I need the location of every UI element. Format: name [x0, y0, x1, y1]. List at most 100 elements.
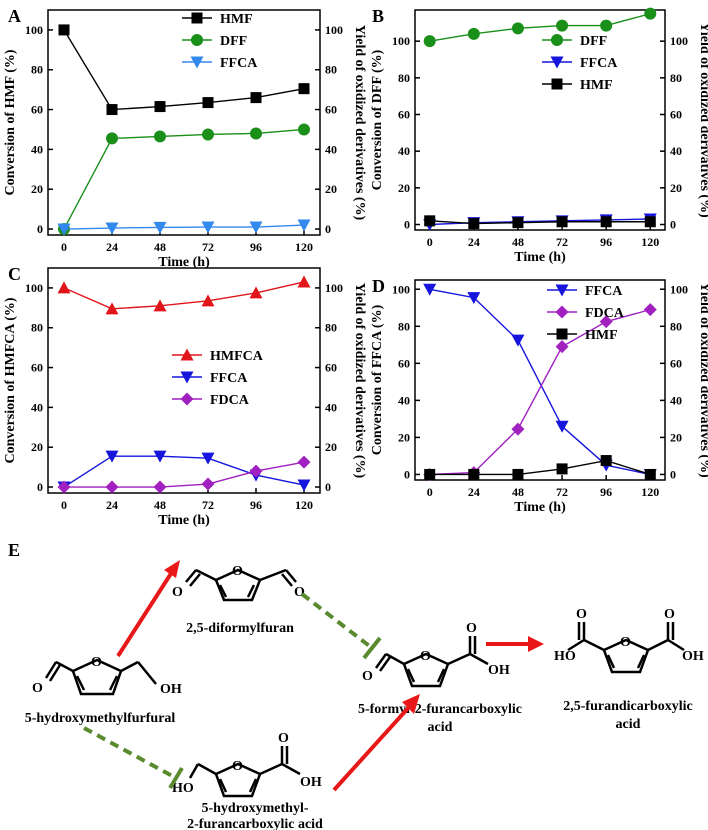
- data-point-d-hmf: [556, 463, 568, 475]
- panel-letter-d: D: [372, 276, 385, 296]
- legend-marker-dff: [191, 34, 203, 46]
- series-line-a-hmf: [63, 29, 305, 111]
- data-point-a-hmf: [202, 97, 214, 109]
- series-line-d-hmf: [429, 459, 651, 476]
- data-point-c-hmfca: [201, 294, 215, 307]
- fdca-ring-oxygen: O: [620, 635, 631, 650]
- data-point-d-ffca: [511, 334, 525, 347]
- y-right-axis-title-c: Yield of oxidized derivatives (%): [352, 283, 367, 479]
- y-tick-label: 100: [392, 282, 410, 296]
- y-right-tick-label: 80: [670, 71, 682, 85]
- legend-marker-hmfca: [180, 348, 194, 361]
- y-axis-title-b: Conversion of DFF (%): [370, 49, 385, 190]
- series-line-d-ffca: [429, 288, 651, 476]
- legend-marker-hmf: [191, 12, 203, 24]
- data-point-c-fdca: [57, 480, 71, 494]
- y-right-tick-label: 80: [670, 319, 682, 333]
- data-point-a-ffca: [153, 221, 167, 234]
- x-tick-label: 120: [641, 485, 659, 499]
- x-tick-label: 48: [154, 498, 166, 512]
- ffca-hydroxyl: OH: [488, 663, 510, 678]
- hmf-aldehyde-oxygen: O: [32, 681, 43, 696]
- x-tick-label: 48: [512, 485, 524, 499]
- legend-label-hmf: HMF: [220, 12, 253, 27]
- data-point-d-ffca: [467, 292, 481, 305]
- arrow-hmfca-to-ffca: [332, 694, 420, 792]
- y-right-tick-label: 40: [325, 400, 337, 414]
- y-right-tick-label: 20: [325, 182, 337, 196]
- fdca-name-line1: 2,5-furandicarboxylic: [563, 699, 693, 714]
- x-tick-label: 0: [61, 498, 67, 512]
- legend-label-fdca: FDCA: [585, 306, 625, 321]
- legend-marker-ffca: [550, 56, 564, 69]
- inhibited-hmf-to-hmfca: [83, 726, 184, 790]
- plot-frame-c: [47, 267, 321, 494]
- plot-frame-a: [47, 9, 321, 236]
- y-tick-label: 0: [404, 467, 410, 481]
- x-tick-label: 72: [556, 485, 568, 499]
- y-right-tick-label: 100: [325, 23, 343, 37]
- fdca-hydroxyl-left: HO: [554, 649, 576, 664]
- y-axis-title-c: Conversion of HMFCA (%): [3, 297, 18, 463]
- y-tick-label: 60: [398, 108, 410, 122]
- x-tick-label: 24: [468, 485, 480, 499]
- hmfca-hydroxyl-left: HO: [172, 781, 194, 796]
- data-point-b-hmf: [468, 218, 480, 230]
- data-point-c-ffca: [153, 450, 167, 463]
- y-tick-label: 0: [37, 222, 43, 236]
- x-tick-label: 96: [250, 498, 262, 512]
- data-point-a-hmf: [154, 101, 166, 113]
- y-right-tick-label: 80: [325, 63, 337, 77]
- y-axis-title-d: Conversion of FFCA (%): [370, 304, 385, 455]
- panel-letter-a: A: [8, 6, 21, 26]
- data-point-d-hmf: [644, 468, 656, 480]
- ffca-carbonyl-oxygen: O: [466, 621, 477, 636]
- x-tick-label: 120: [295, 498, 313, 512]
- chart-panel-d: D 0 24 48 72 96 120 0 0 20 20 40 40 60 60 80 80 100 100 Tim…: [370, 276, 708, 515]
- hmfca-carbonyl-oxygen: O: [278, 731, 289, 746]
- y-tick-label: 40: [398, 393, 410, 407]
- data-point-b-dff: [423, 35, 436, 48]
- dff-structure: [185, 568, 297, 602]
- data-point-d-hmf: [600, 455, 612, 467]
- x-axis-title-d: Time (h): [514, 500, 566, 515]
- legend-marker-ffca: [190, 56, 204, 69]
- data-point-c-hmfca: [57, 281, 71, 294]
- series-line-d-fdca: [429, 308, 651, 476]
- y-tick-label: 100: [25, 23, 43, 37]
- scheme-arrows: [83, 560, 544, 792]
- y-right-tick-label: 40: [325, 142, 337, 156]
- hmf-hydroxyl: OH: [160, 682, 182, 697]
- x-tick-label: 96: [250, 240, 262, 254]
- x-tick-label: 72: [556, 235, 568, 249]
- y-tick-label: 20: [31, 182, 43, 196]
- y-tick-label: 80: [31, 63, 43, 77]
- y-tick-label: 60: [31, 103, 43, 117]
- y-right-axis-title-d: Yield of oxidized derivatives (%): [697, 282, 708, 478]
- legend-marker-hmf: [556, 328, 568, 340]
- y-tick-label: 100: [25, 281, 43, 295]
- x-tick-label: 24: [106, 240, 118, 254]
- y-right-tick-label: 60: [325, 103, 337, 117]
- legend-marker-ffca: [555, 284, 569, 297]
- legend-marker-ffca: [180, 371, 194, 384]
- x-tick-label: 120: [641, 235, 659, 249]
- hmfca-hydroxyl-right: OH: [300, 775, 322, 790]
- x-axis-title-a: Time (h): [158, 255, 210, 270]
- data-point-c-hmfca: [153, 299, 167, 312]
- data-point-c-ffca: [201, 452, 215, 465]
- arrow-ffca-to-fdca: [486, 636, 544, 652]
- x-tick-label: 72: [202, 498, 214, 512]
- chart-panel-b: B 0 24 48 72 96 120 0 0 20 20 40 40 60 60 80 80 100 100 Tim…: [370, 6, 708, 265]
- data-point-a-ffca: [105, 222, 119, 235]
- data-point-c-fdca: [105, 480, 119, 494]
- data-point-c-ffca: [105, 450, 119, 463]
- dff-aldehyde-o-left: O: [172, 585, 183, 600]
- legend-marker-dff: [551, 34, 563, 46]
- y-tick-label: 40: [31, 400, 43, 414]
- data-point-c-fdca: [249, 464, 263, 478]
- series-line-b-hmf: [429, 220, 651, 225]
- y-axis-title-a: Conversion of HMF (%): [3, 49, 18, 195]
- hmfca-name-line2: 2-furancarboxylic acid: [187, 817, 323, 830]
